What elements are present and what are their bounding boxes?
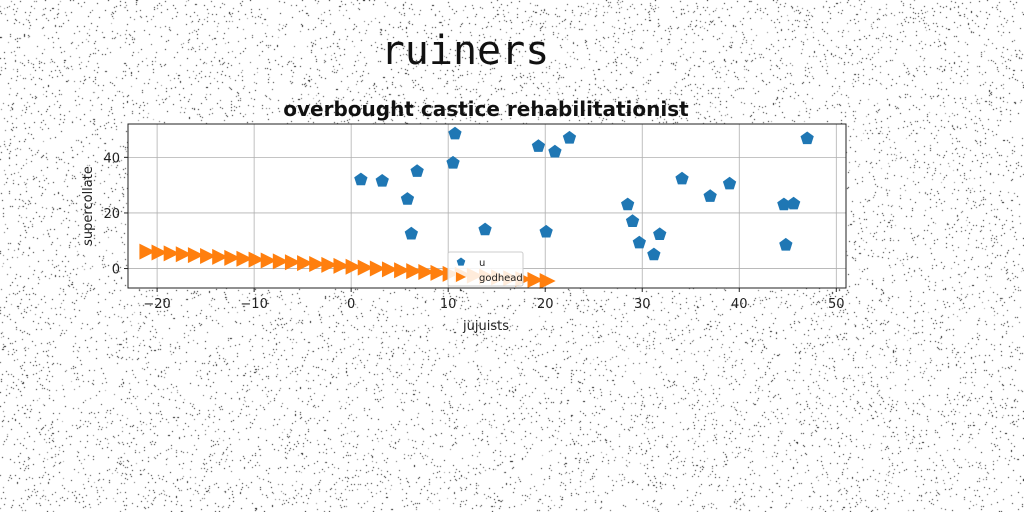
x-tick-label: −10 — [240, 297, 267, 312]
data-point — [400, 192, 415, 205]
data-point — [779, 237, 793, 251]
data-point — [448, 126, 462, 140]
data-point — [478, 222, 492, 236]
x-tick-label: −20 — [143, 297, 170, 312]
x-tick-label: 20 — [537, 297, 554, 312]
data-point — [200, 248, 217, 265]
data-point — [632, 235, 646, 249]
data-point — [404, 226, 418, 240]
legend-label: u — [479, 258, 485, 269]
data-point — [236, 250, 253, 267]
data-point — [527, 272, 544, 289]
figure-title: ruiners — [380, 28, 550, 74]
data-point — [248, 251, 265, 268]
x-tick-label: 40 — [731, 297, 748, 312]
data-point — [446, 155, 460, 169]
data-point — [163, 245, 180, 262]
ticks: −20 −10 0 10 20 30 40 50 0 20 40 — [103, 151, 844, 312]
y-tick-label: 20 — [103, 207, 120, 222]
legend: u godhead — [447, 251, 524, 287]
data-point — [375, 174, 389, 187]
data-point — [430, 264, 447, 281]
legend-label: godhead — [479, 273, 523, 284]
data-point — [653, 227, 667, 240]
data-point — [722, 176, 737, 190]
data-point — [406, 263, 423, 280]
data-point — [703, 189, 717, 202]
y-tick-label: 0 — [112, 263, 120, 278]
data-point — [381, 261, 398, 278]
legend-marker — [456, 272, 466, 282]
data-point — [647, 247, 661, 261]
data-point — [187, 247, 204, 264]
data-point — [410, 164, 424, 177]
data-point — [539, 224, 553, 238]
data-point — [284, 254, 301, 271]
data-point — [212, 248, 229, 265]
data-point — [224, 249, 241, 266]
data-point — [175, 246, 192, 263]
legend-marker — [456, 257, 466, 266]
x-tick-label: 50 — [828, 297, 845, 312]
plot-frame — [127, 123, 847, 289]
y-axis-label: supercollate — [81, 166, 96, 246]
chart-title: overbought castice rehabilitationist — [283, 97, 689, 121]
data-point — [357, 259, 374, 276]
data-point — [260, 252, 277, 269]
data-point — [394, 262, 411, 279]
data-point — [297, 255, 314, 272]
data-point — [800, 131, 814, 145]
data-point — [151, 244, 168, 261]
data-point — [354, 172, 368, 186]
data-point — [369, 260, 386, 277]
series-u — [354, 126, 814, 261]
legend-box — [447, 251, 524, 287]
data-point — [562, 130, 577, 144]
data-point — [333, 257, 350, 274]
data-point — [625, 214, 640, 227]
data-point — [548, 144, 562, 158]
x-tick-label: 0 — [347, 297, 355, 312]
data-point — [621, 197, 635, 211]
x-tick-label: 30 — [634, 297, 651, 312]
x-axis-label: jujuists — [462, 319, 509, 334]
data-point — [321, 256, 338, 273]
data-point — [786, 196, 801, 210]
data-point — [675, 171, 689, 185]
y-tick-label: 40 — [103, 151, 120, 166]
data-point — [139, 243, 156, 260]
data-point — [272, 253, 289, 270]
data-point — [777, 197, 791, 211]
data-point — [309, 256, 326, 273]
data-point — [418, 264, 435, 281]
data-point — [531, 139, 546, 152]
data-point — [539, 272, 556, 289]
legend-entries: u godhead — [456, 257, 523, 284]
data-point — [345, 258, 362, 275]
x-tick-label: 10 — [440, 297, 457, 312]
